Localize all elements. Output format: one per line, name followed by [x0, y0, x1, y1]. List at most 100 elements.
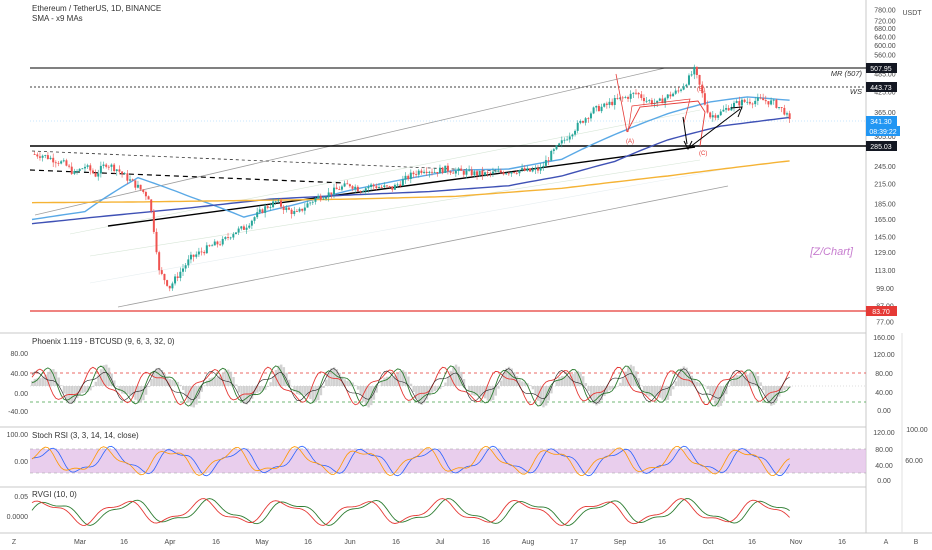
countdown-text: 08:39:22: [869, 129, 896, 136]
candle-body: [134, 180, 137, 188]
dashed-resistance-line[interactable]: [31, 150, 501, 172]
price-tick-label: 780.00: [874, 8, 896, 15]
candle-body: [494, 171, 497, 173]
candle-body: [725, 108, 728, 110]
rvgi-pane[interactable]: RVGI (10, 0) 0.05 0.0000: [7, 490, 790, 526]
phoenix-histogram-bar: [325, 379, 328, 386]
phoenix-histogram-bar: [367, 386, 370, 408]
rvgi-title[interactable]: RVGI (10, 0): [32, 490, 77, 499]
phoenix-histogram-bar: [295, 386, 299, 395]
candle-body: [515, 172, 518, 174]
candle-body: [566, 139, 569, 141]
stoch-rsi-pane[interactable]: Stoch RSI (3, 3, 14, 14, close) 100.00 0.…: [7, 427, 928, 485]
phoenix-histogram-bar: [695, 381, 699, 386]
phoenix-histogram-bar: [46, 371, 50, 386]
phoenix-histogram-bar: [499, 380, 503, 386]
phoenix-histogram-bar: [298, 386, 301, 395]
candle-body: [449, 171, 452, 173]
candle-body: [746, 101, 749, 103]
candle-body: [166, 280, 169, 286]
stoch-right-tick: 40.00: [875, 463, 893, 470]
date-tick-label: 16: [392, 539, 400, 546]
candle-body: [462, 170, 465, 175]
down-arrow-line[interactable]: [682, 116, 688, 145]
phoenix-histogram-bar: [738, 375, 741, 386]
phoenix-histogram-bar: [152, 372, 156, 386]
price-tick-label: 113.00: [875, 268, 896, 275]
candle-body: [330, 192, 333, 195]
candle-body: [91, 170, 94, 173]
candle-body: [362, 191, 365, 193]
dashed-breakout-line[interactable]: [29, 169, 346, 184]
channel-lower-line[interactable]: [117, 185, 729, 308]
up-arrow-line[interactable]: [689, 108, 741, 148]
time-axis[interactable]: Mar 16 Apr 16 May 16 Jun 16 Jul 16 Aug 17 Sep 16 Oct 16…: [12, 539, 919, 546]
phoenix-histogram-bar: [661, 386, 664, 400]
candle-body: [502, 172, 505, 175]
phoenix-histogram-bar: [224, 370, 227, 386]
phoenix-histogram-bar: [216, 376, 219, 386]
phoenix-histogram-bar: [142, 386, 145, 401]
candle-body: [399, 184, 402, 186]
candle-body: [600, 106, 603, 112]
candle-body: [483, 172, 486, 176]
wave-triangle-path[interactable]: [627, 98, 691, 133]
phoenix-histogram-bar: [441, 386, 445, 387]
phoenix-histogram-bar: [269, 382, 272, 386]
channel-upper-line[interactable]: [34, 67, 666, 216]
phoenix-histogram-bar: [587, 386, 590, 392]
phoenix-histogram-bar: [107, 367, 111, 386]
candle-body: [486, 172, 489, 174]
phoenix-histogram-bar: [560, 375, 564, 386]
phoenix-left-tick: 40.00: [10, 371, 28, 378]
candle-body: [454, 170, 457, 174]
phoenix-histogram-bar: [608, 386, 611, 391]
price-pane[interactable]: (B) (A) (C) MR (507) WS [Z/Chart] Ethere…: [29, 4, 866, 312]
candle-body: [531, 169, 534, 172]
candle-body: [658, 98, 661, 101]
candle-body: [160, 270, 163, 274]
auto-scale-button[interactable]: A: [884, 539, 889, 546]
indicator-subtitle[interactable]: SMA - x9 MAs: [32, 14, 83, 23]
symbol-title[interactable]: Ethereum / TetherUS, 1D, BINANCE: [32, 4, 161, 13]
candle-body: [126, 173, 129, 181]
wave-projection-path[interactable]: [626, 100, 706, 147]
phoenix-histogram-bar: [73, 386, 76, 402]
candle-body: [457, 168, 460, 171]
candle-body: [656, 100, 659, 103]
stoch-title[interactable]: Stoch RSI (3, 3, 14, 14, close): [32, 431, 139, 440]
phoenix-histogram-bar: [536, 386, 540, 401]
phoenix-histogram-bar: [322, 386, 325, 388]
candle-body: [78, 168, 81, 172]
phoenix-histogram-bar: [261, 386, 264, 391]
phoenix-histogram-bar: [597, 386, 601, 404]
stoch-right-tick: 80.00: [875, 447, 893, 454]
candle-body: [666, 94, 669, 99]
phoenix-histogram-bar: [611, 386, 614, 390]
candle-body: [367, 186, 370, 189]
timezone-button[interactable]: Z: [12, 539, 17, 546]
phoenix-pane[interactable]: Phoenix 1.119 - BTCUSD (9, 6, 3, 32, 0) …: [8, 335, 895, 416]
candle-body: [216, 241, 219, 245]
stoch-left-tick: 100.00: [7, 432, 29, 439]
phoenix-histogram-bar: [454, 364, 458, 386]
candle-body: [123, 173, 126, 175]
candle-body: [237, 228, 240, 233]
phoenix-histogram-bar: [605, 386, 609, 393]
candle-body: [401, 179, 404, 186]
candle-body: [197, 251, 200, 255]
log-scale-button[interactable]: B: [914, 539, 919, 546]
candle-body: [242, 226, 245, 230]
candle-body: [375, 186, 378, 189]
phoenix-histogram-bar: [446, 376, 450, 386]
candle-body: [266, 206, 269, 208]
candle-body: [521, 168, 524, 171]
phoenix-histogram-bar: [113, 380, 116, 386]
candle-body: [780, 107, 783, 108]
phoenix-title[interactable]: Phoenix 1.119 - BTCUSD (9, 6, 3, 32, 0): [32, 337, 175, 346]
candle-body: [672, 93, 675, 97]
candle-body: [118, 169, 121, 172]
rising-support-trendline[interactable]: [107, 146, 696, 227]
